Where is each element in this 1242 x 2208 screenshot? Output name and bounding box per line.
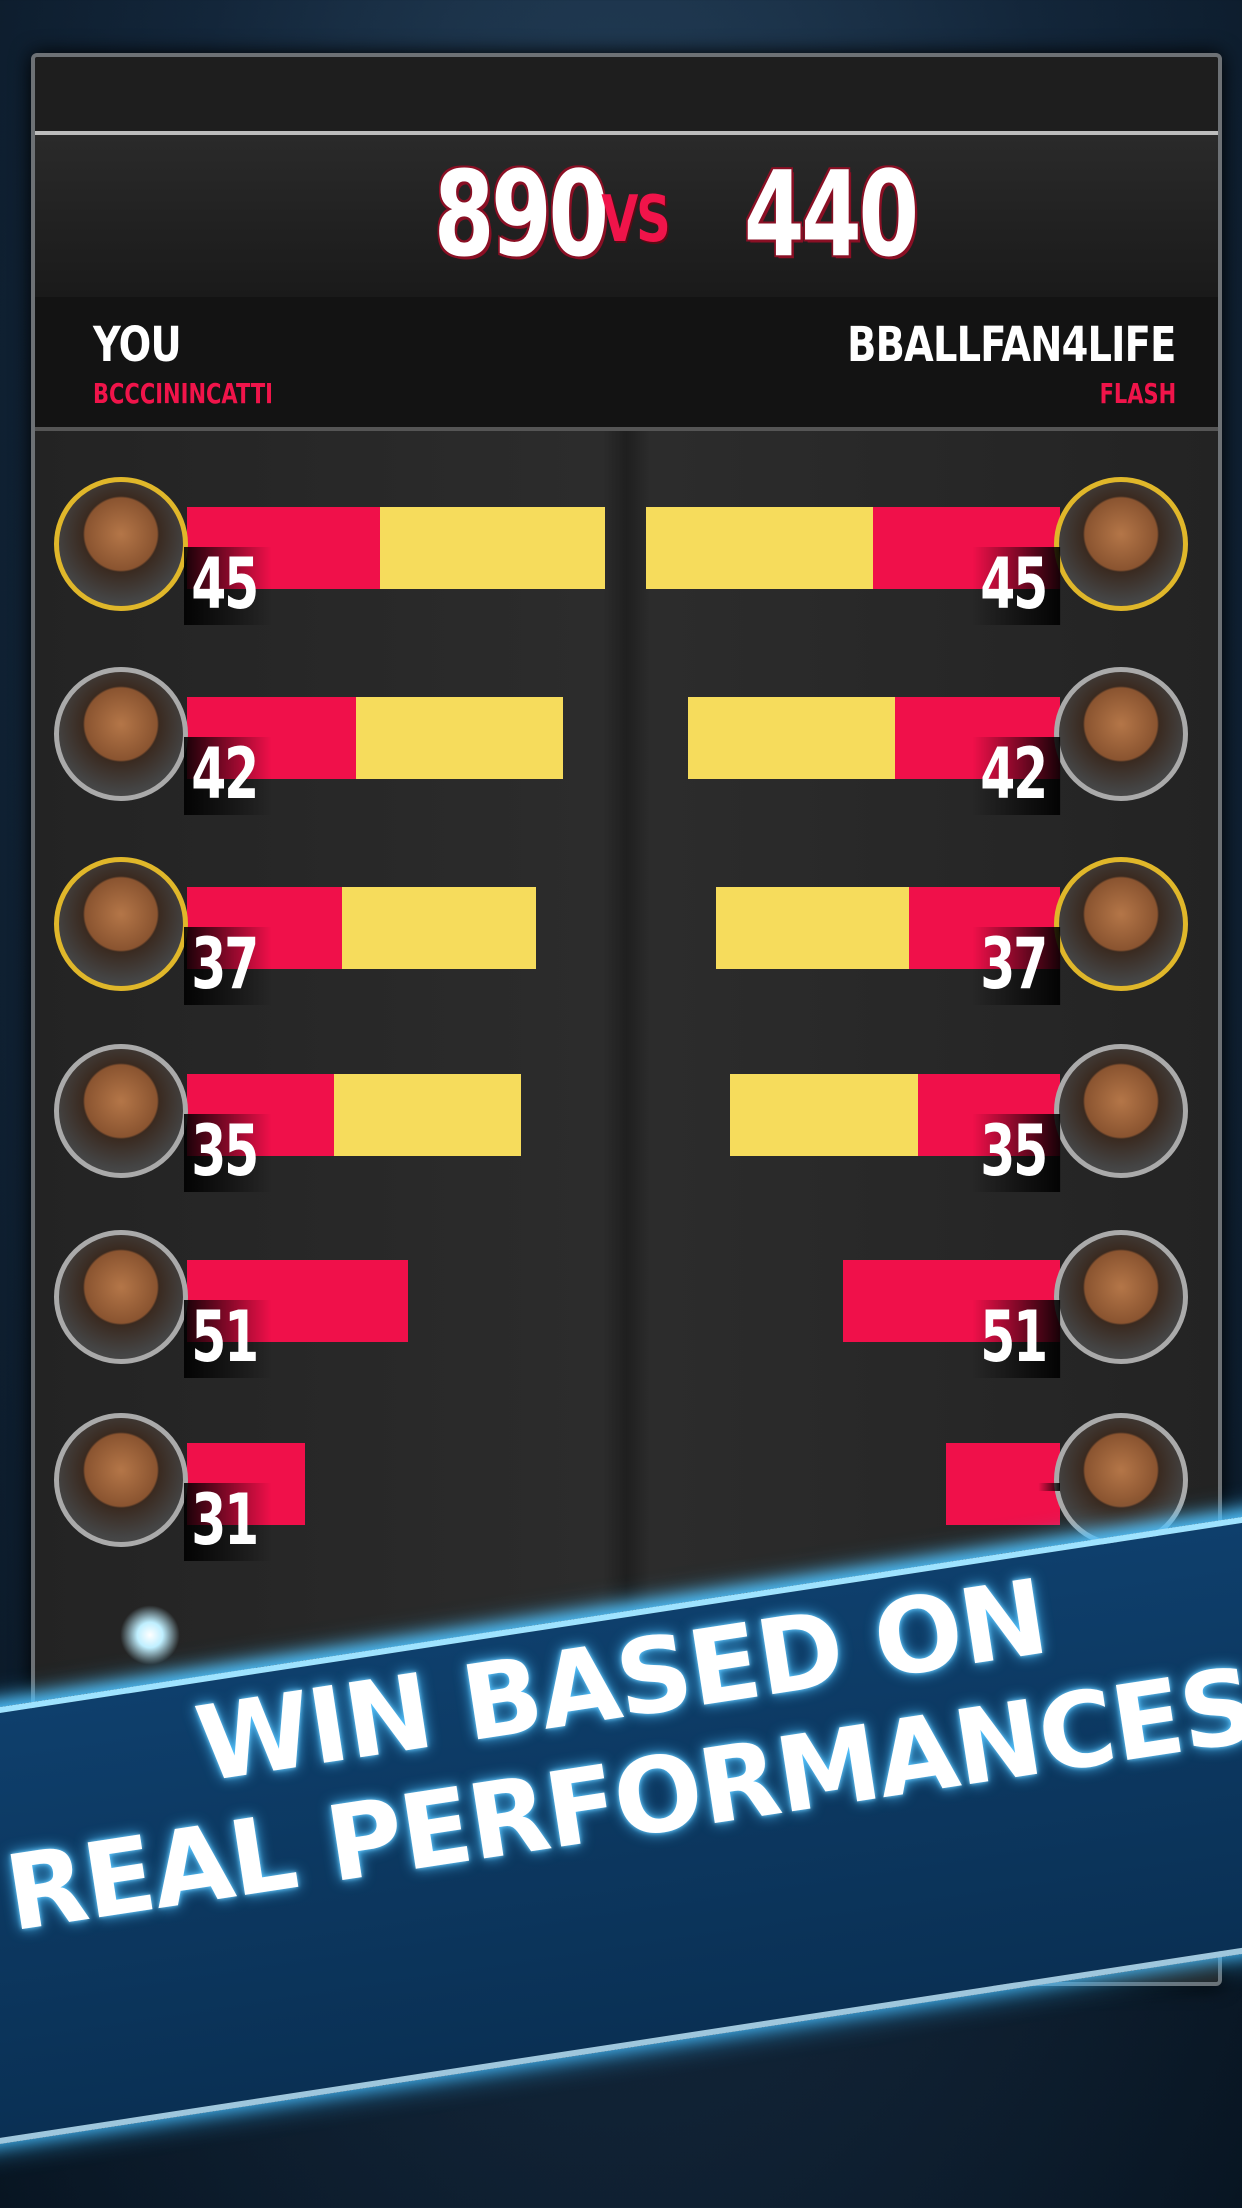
right-player-avatar xyxy=(1054,857,1188,991)
left-bar-yellow xyxy=(356,697,563,779)
right-player-score: 45 xyxy=(972,547,1060,625)
right-player-avatar xyxy=(1054,1044,1188,1178)
right-player-avatar xyxy=(1054,667,1188,801)
you-label: YOU xyxy=(93,317,182,373)
matchup-panel: 890 VS 440 YOU BCCCININCATTI BBALLFAN4LI… xyxy=(31,53,1222,1986)
right-player-score: 37 xyxy=(972,927,1060,1005)
vs-label: VS xyxy=(601,183,670,257)
right-player-score xyxy=(1038,1483,1060,1491)
light-flare xyxy=(120,1605,180,1665)
left-player-score: 42 xyxy=(184,737,272,815)
left-player-score: 45 xyxy=(184,547,272,625)
right-bar-yellow xyxy=(716,887,909,969)
right-player-avatar xyxy=(1054,1413,1188,1547)
left-player-score: 35 xyxy=(184,1114,272,1192)
your-score: 890 xyxy=(433,145,609,283)
left-player-avatar xyxy=(54,1230,188,1364)
left-player-avatar xyxy=(54,1413,188,1547)
left-player-avatar xyxy=(54,667,188,801)
left-player-score: 37 xyxy=(184,927,272,1005)
left-player-avatar xyxy=(54,477,188,611)
left-player-avatar xyxy=(54,1044,188,1178)
opponent-username: FLASH xyxy=(1099,377,1176,410)
left-bar-yellow xyxy=(334,1074,521,1156)
opponent-score: 440 xyxy=(743,145,919,283)
score-header: 890 VS 440 xyxy=(35,131,1218,301)
right-player-score: 51 xyxy=(972,1300,1060,1378)
left-player-score: 31 xyxy=(184,1483,272,1561)
you-username: BCCCININCATTI xyxy=(93,377,273,410)
left-bar-yellow xyxy=(342,887,536,969)
right-bar-yellow xyxy=(688,697,895,779)
right-player-score: 42 xyxy=(972,737,1060,815)
right-player-avatar xyxy=(1054,477,1188,611)
right-player-score: 35 xyxy=(972,1114,1060,1192)
left-bar-yellow xyxy=(380,507,605,589)
opponent-name: BBALLFAN4LIFE xyxy=(847,317,1177,373)
right-bar-yellow xyxy=(646,507,873,589)
players-bar: YOU BCCCININCATTI BBALLFAN4LIFE FLASH xyxy=(35,297,1218,431)
left-player-avatar xyxy=(54,857,188,991)
right-bar-yellow xyxy=(730,1074,918,1156)
right-player-avatar xyxy=(1054,1230,1188,1364)
left-player-score: 51 xyxy=(184,1300,272,1378)
